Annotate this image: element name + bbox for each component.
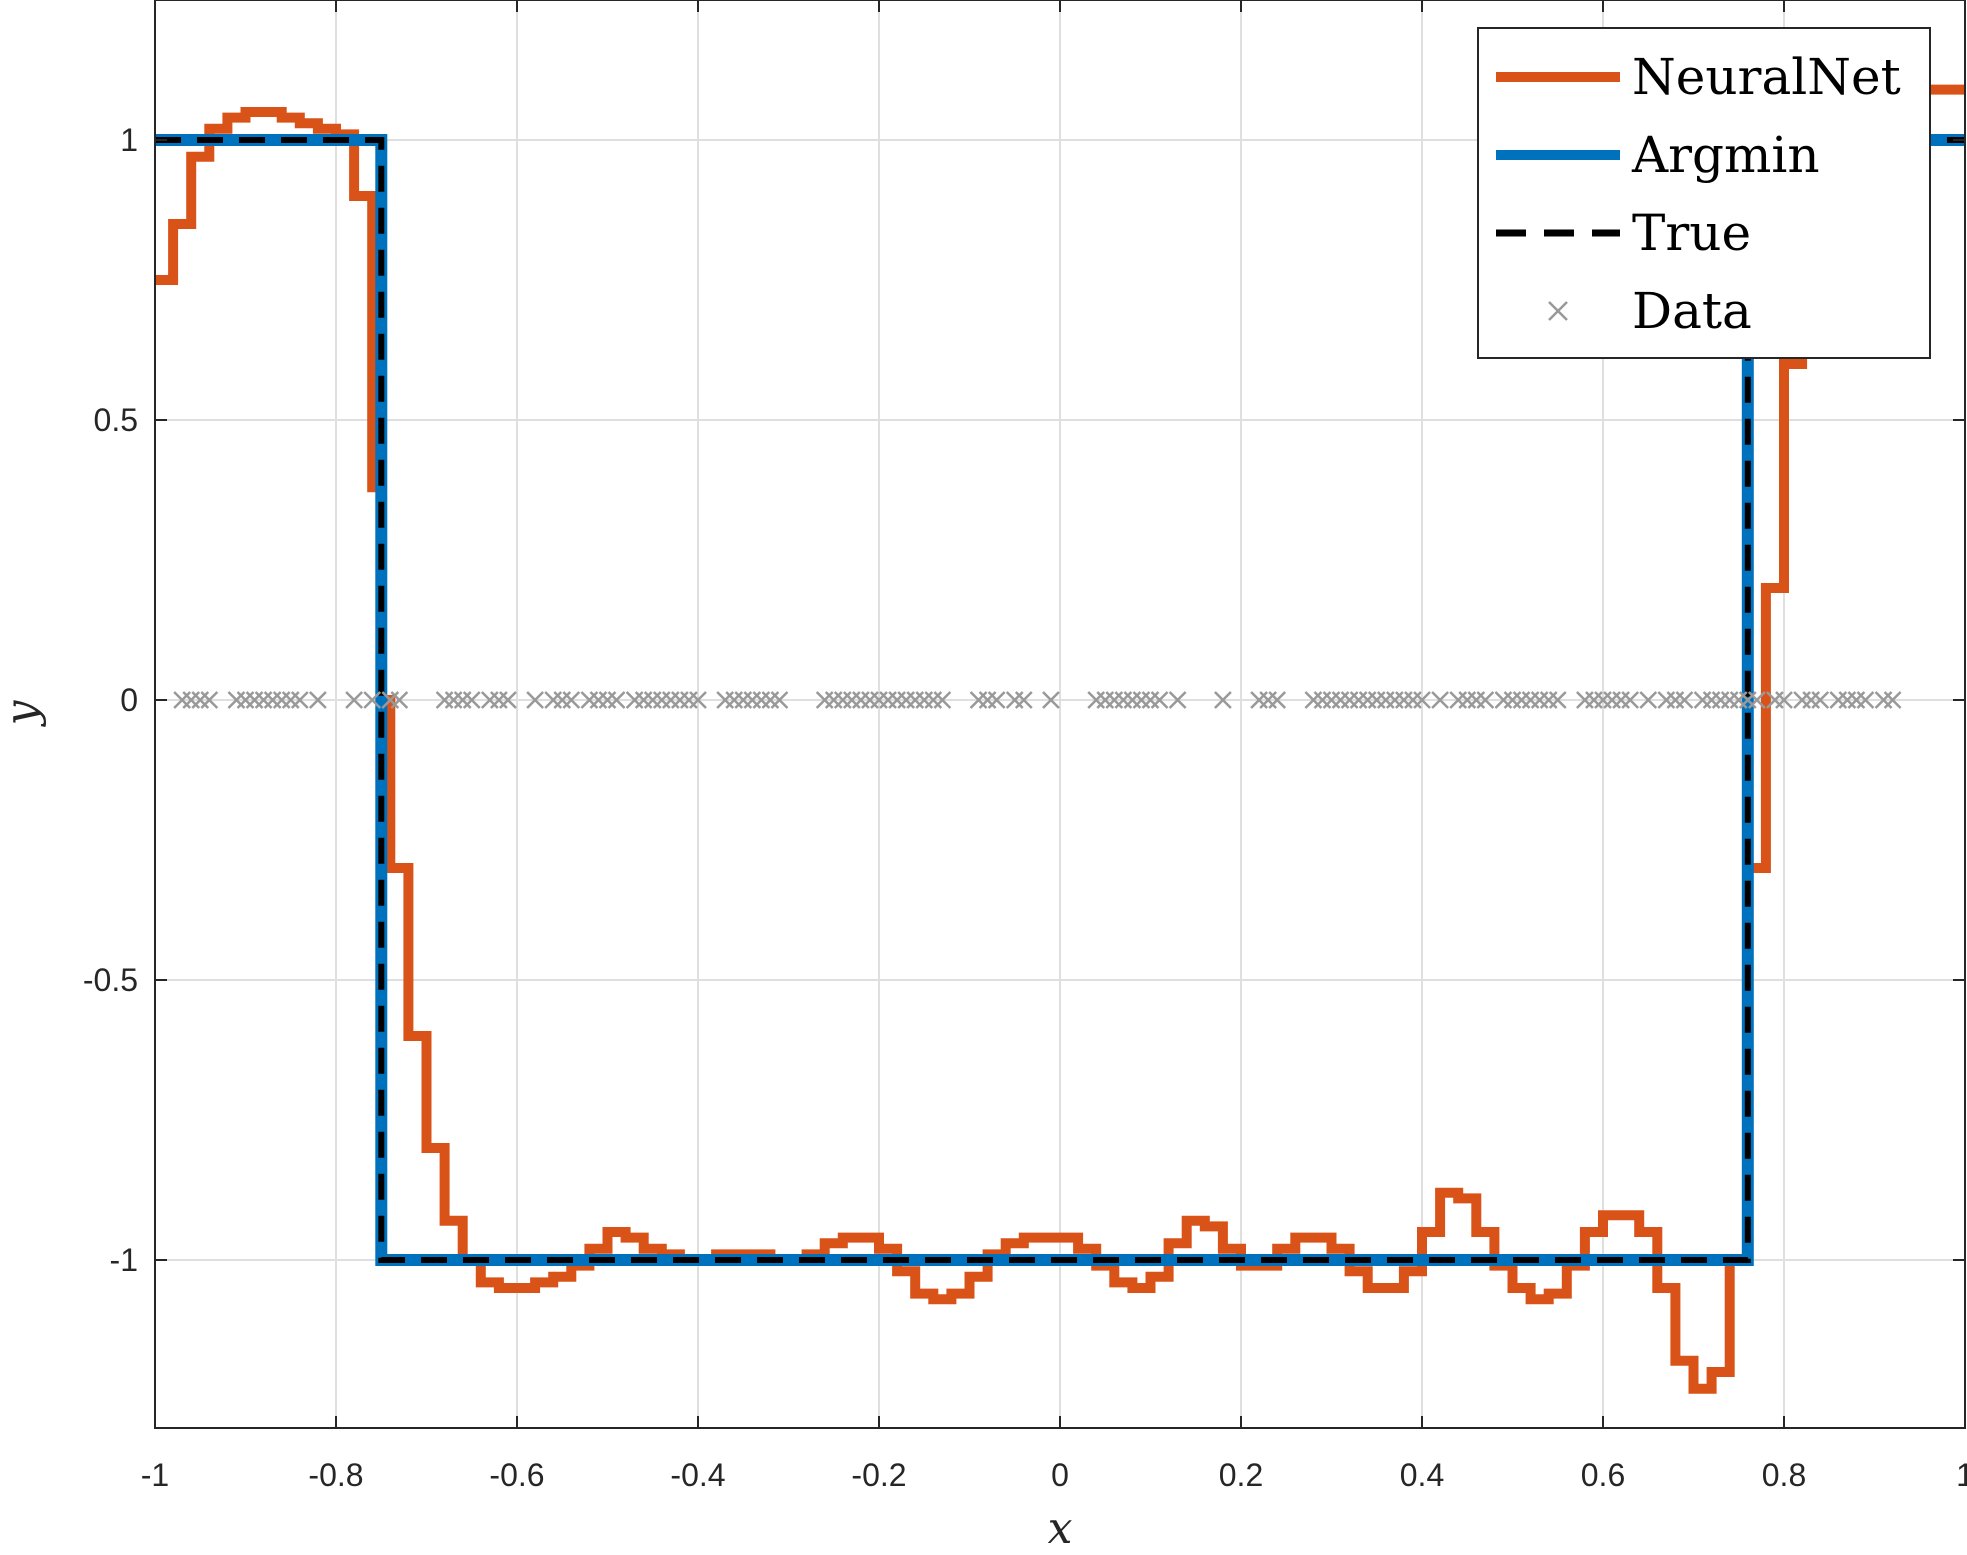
y-tick-label: -0.5 [83,962,138,998]
data-point-marker [1621,691,1640,709]
data-point-marker [1883,691,1902,709]
x-tick-label: 0 [1051,1457,1069,1493]
x-tick-label: -0.2 [851,1457,906,1493]
data-point-marker [1150,691,1169,709]
x-tick-label: 0.4 [1400,1457,1444,1493]
data-point-marker [363,691,382,709]
legend-label: NeuralNet [1632,48,1901,106]
data-point-marker [290,691,309,709]
data-point-marker [526,691,544,709]
data-point-marker [200,691,219,709]
legend-box [1477,27,1931,359]
data-point-marker [1476,691,1495,709]
x-tick-label: 0.8 [1762,1457,1806,1493]
data-point-marker [689,691,707,709]
data-point-marker [1413,691,1431,709]
data-point-marker [1775,691,1793,709]
data-point-marker [933,691,952,709]
legend-swatch-data [1548,301,1568,321]
data-point-marker [562,691,581,709]
series-neuralnet-line [155,84,1965,1394]
data-point-marker [1214,691,1232,709]
data-point-marker [1639,691,1658,709]
x-tick-label: 0.2 [1219,1457,1263,1493]
data-point-marker [390,691,409,709]
y-axis-label: y [0,699,47,727]
data-point-marker [345,691,363,709]
data-point-marker [770,691,789,709]
x-axis-label: x [1048,1503,1073,1554]
x-tick-label: 0.6 [1581,1457,1625,1493]
x-tick-label: -0.4 [670,1457,725,1493]
y-tick-label: 1 [120,122,138,158]
data-point-marker [987,691,1006,709]
data-point-marker [1675,691,1694,709]
data-point-marker [1747,691,1766,709]
x-tick-label: -1 [141,1457,169,1493]
data-point-marker [1268,691,1287,709]
data-point-marker [1811,691,1830,709]
data-point-marker [1548,691,1567,709]
y-tick-label: 0.5 [94,402,138,438]
legend-label: True [1632,204,1751,262]
legend-label: Argmin [1631,126,1820,184]
data-point-marker [1168,691,1187,709]
x-tick-label: 1 [1956,1457,1967,1493]
data-point-marker [1431,691,1449,709]
data-point-marker [462,691,481,709]
y-tick-label: 0 [120,682,138,718]
data-point-marker [309,691,327,709]
legend: NeuralNet Argmin True Data [1477,27,1931,359]
data-point-marker [1856,691,1875,709]
data-point-marker [607,691,626,709]
y-tick-label: -1 [110,1242,138,1278]
x-tick-label: -0.8 [308,1457,363,1493]
x-tick-label: -0.6 [489,1457,544,1493]
legend-label: Data [1632,282,1752,340]
ticks: -1 -0.8 -0.6 -0.4 -0.2 0 0.2 0.4 0.6 0.8 1 -1 -0.5 0 0… [83,0,1967,1493]
data-point-marker [1014,691,1033,709]
data-point-marker [1042,691,1060,709]
data-point-marker [499,691,517,709]
